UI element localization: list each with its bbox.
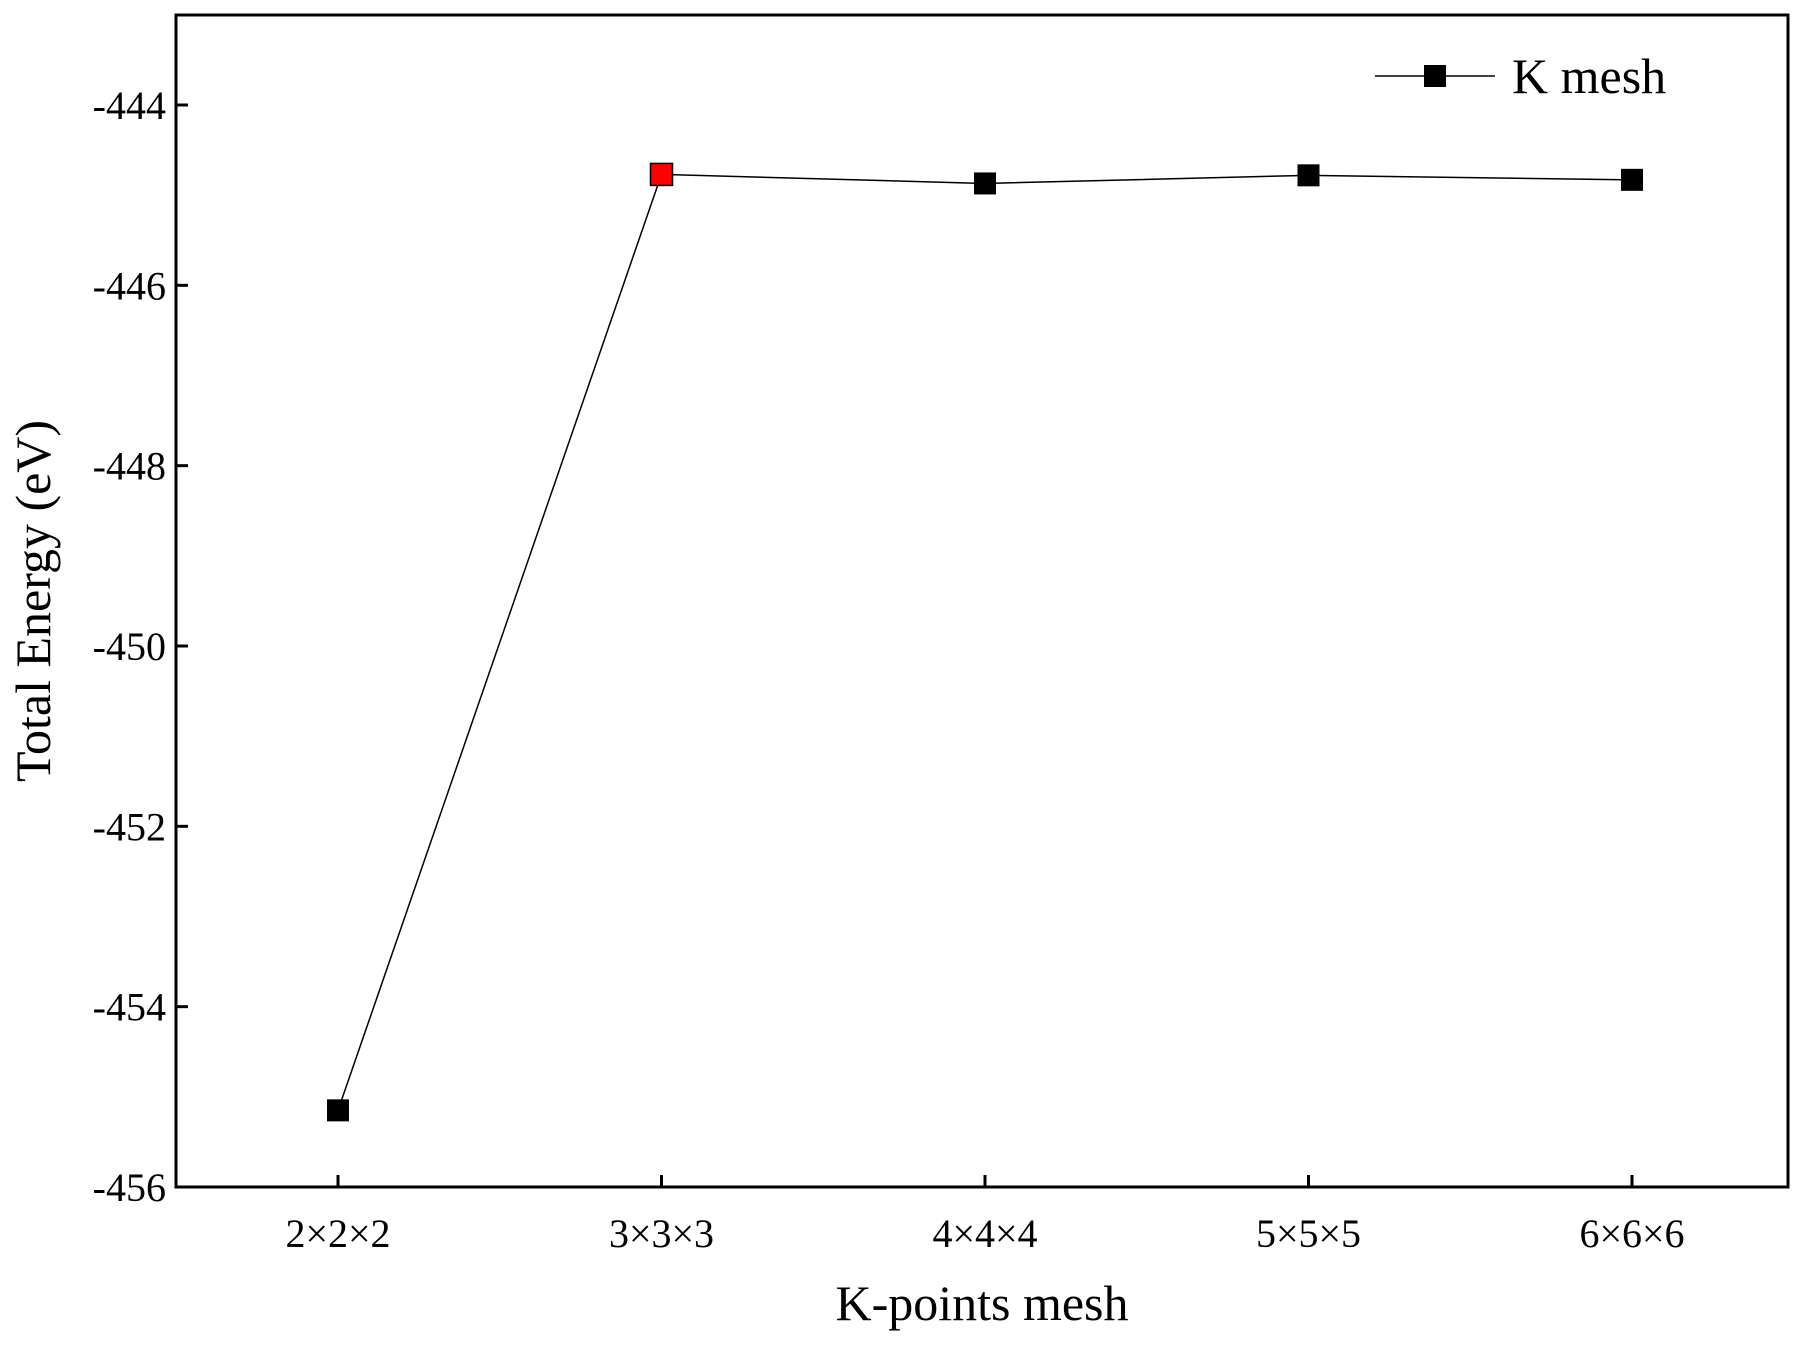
- x-tick-label: 6×6×6: [1579, 1211, 1684, 1256]
- y-tick-label: -444: [93, 83, 166, 128]
- y-tick-label: -446: [93, 263, 166, 308]
- y-tick-label: -456: [93, 1165, 166, 1210]
- plot-frame: [174, 13, 1790, 1189]
- x-tick-label: 5×5×5: [1256, 1211, 1361, 1256]
- data-point-highlighted: [649, 162, 674, 187]
- series-line: [337, 173, 1633, 1111]
- x-tick-label: 3×3×3: [609, 1211, 714, 1256]
- legend-label: K mesh: [1512, 48, 1666, 104]
- x-axis-title: K-points mesh: [835, 1275, 1128, 1331]
- series-layer: [327, 162, 1643, 1122]
- x-tick-label: 4×4×4: [932, 1211, 1037, 1256]
- data-point: [1621, 168, 1643, 191]
- y-tick-label: -452: [93, 804, 166, 849]
- data-point: [974, 172, 996, 195]
- legend-marker: [1424, 65, 1446, 87]
- data-point: [327, 1099, 349, 1122]
- legend: K mesh: [1375, 48, 1666, 104]
- data-point: [1297, 164, 1320, 187]
- y-axis-title: Total Energy (eV): [5, 420, 61, 782]
- y-tick-label: -448: [93, 444, 166, 489]
- y-tick-label: -450: [93, 624, 166, 669]
- y-tick-label: -454: [93, 985, 166, 1030]
- x-tick-label: 2×2×2: [285, 1211, 390, 1256]
- x-axis: 2×2×2 3×3×3 4×4×4 5×5×5 6×6×6: [285, 1175, 1685, 1256]
- y-axis: -456 -454 -452 -450 -448 -446 -444: [93, 83, 188, 1210]
